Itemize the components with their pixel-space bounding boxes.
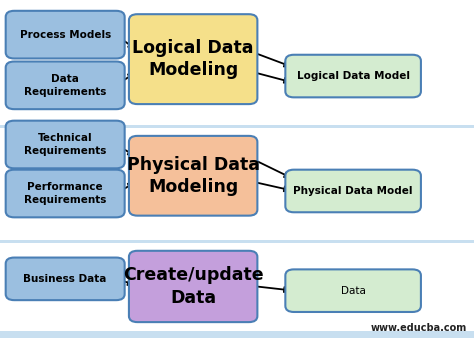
Text: Process Models: Process Models [19,30,111,40]
Text: Logical Data Model: Logical Data Model [297,71,410,81]
Text: Performance
Requirements: Performance Requirements [24,182,106,205]
FancyBboxPatch shape [0,243,474,331]
FancyBboxPatch shape [285,269,421,312]
FancyBboxPatch shape [285,170,421,212]
Text: Data: Data [341,286,365,296]
FancyBboxPatch shape [0,128,474,240]
Text: Create/update
Data: Create/update Data [123,266,264,307]
FancyBboxPatch shape [0,0,474,125]
FancyBboxPatch shape [129,14,257,104]
FancyBboxPatch shape [129,136,257,216]
FancyBboxPatch shape [6,121,125,168]
Text: www.educba.com: www.educba.com [371,323,467,333]
FancyBboxPatch shape [129,251,257,322]
Text: Physical Data
Modeling: Physical Data Modeling [127,156,260,196]
FancyBboxPatch shape [6,62,125,109]
Text: Logical Data
Modeling: Logical Data Modeling [132,39,254,79]
FancyBboxPatch shape [6,170,125,217]
Text: Physical Data Model: Physical Data Model [293,186,413,196]
FancyBboxPatch shape [6,11,125,58]
Text: Technical
Requirements: Technical Requirements [24,133,106,156]
FancyBboxPatch shape [6,258,125,300]
Text: Business Data: Business Data [24,274,107,284]
Text: Data
Requirements: Data Requirements [24,74,106,97]
FancyBboxPatch shape [285,55,421,97]
